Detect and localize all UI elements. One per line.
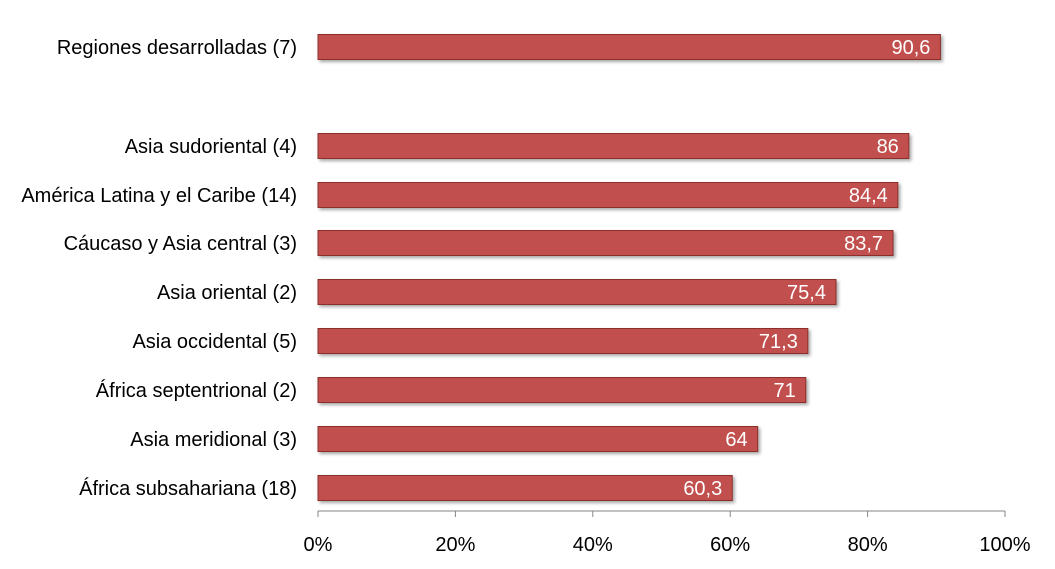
- bar: [317, 328, 809, 354]
- value-label: 86: [877, 136, 899, 158]
- bar: [317, 475, 733, 501]
- value-label: 71: [774, 380, 796, 402]
- value-label: 75,4: [787, 282, 826, 304]
- category-label: África septentrional (2): [96, 379, 297, 402]
- bar: [317, 426, 759, 452]
- x-tick-label: 60%: [710, 534, 750, 556]
- value-label: 60,3: [683, 478, 722, 500]
- value-label: 90,6: [891, 37, 930, 59]
- bars-group: Regiones desarrolladas (7) 90,6 Asia sudor…: [21, 34, 941, 501]
- bar: [317, 279, 837, 305]
- value-label: 84,4: [849, 185, 888, 207]
- category-label: Regiones desarrolladas (7): [57, 37, 297, 59]
- category-label: Cáucaso y Asia central (3): [64, 233, 297, 255]
- x-tick-label: 0%: [304, 534, 333, 556]
- category-label: Asia sudoriental (4): [125, 136, 297, 158]
- category-label: África subsahariana (18): [79, 477, 297, 500]
- x-tick-label: 80%: [848, 534, 888, 556]
- x-tick-label: 100%: [979, 534, 1030, 556]
- x-tick-label: 40%: [573, 534, 613, 556]
- category-label: Asia oriental (2): [157, 282, 297, 304]
- value-label: 64: [725, 429, 747, 451]
- category-label: Asia meridional (3): [130, 429, 297, 451]
- x-axis: 0% 20% 40% 60% 80% 100%: [304, 510, 1031, 556]
- bar: [317, 133, 910, 159]
- bar: [317, 230, 894, 256]
- value-label: 71,3: [759, 331, 798, 353]
- category-label: América Latina y el Caribe (14): [21, 185, 297, 207]
- bar: [317, 34, 941, 60]
- category-label: Asia occidental (5): [132, 331, 297, 353]
- bar: [317, 377, 807, 403]
- x-tick-label: 20%: [435, 534, 475, 556]
- value-label: 83,7: [844, 233, 883, 255]
- bar: [317, 182, 899, 208]
